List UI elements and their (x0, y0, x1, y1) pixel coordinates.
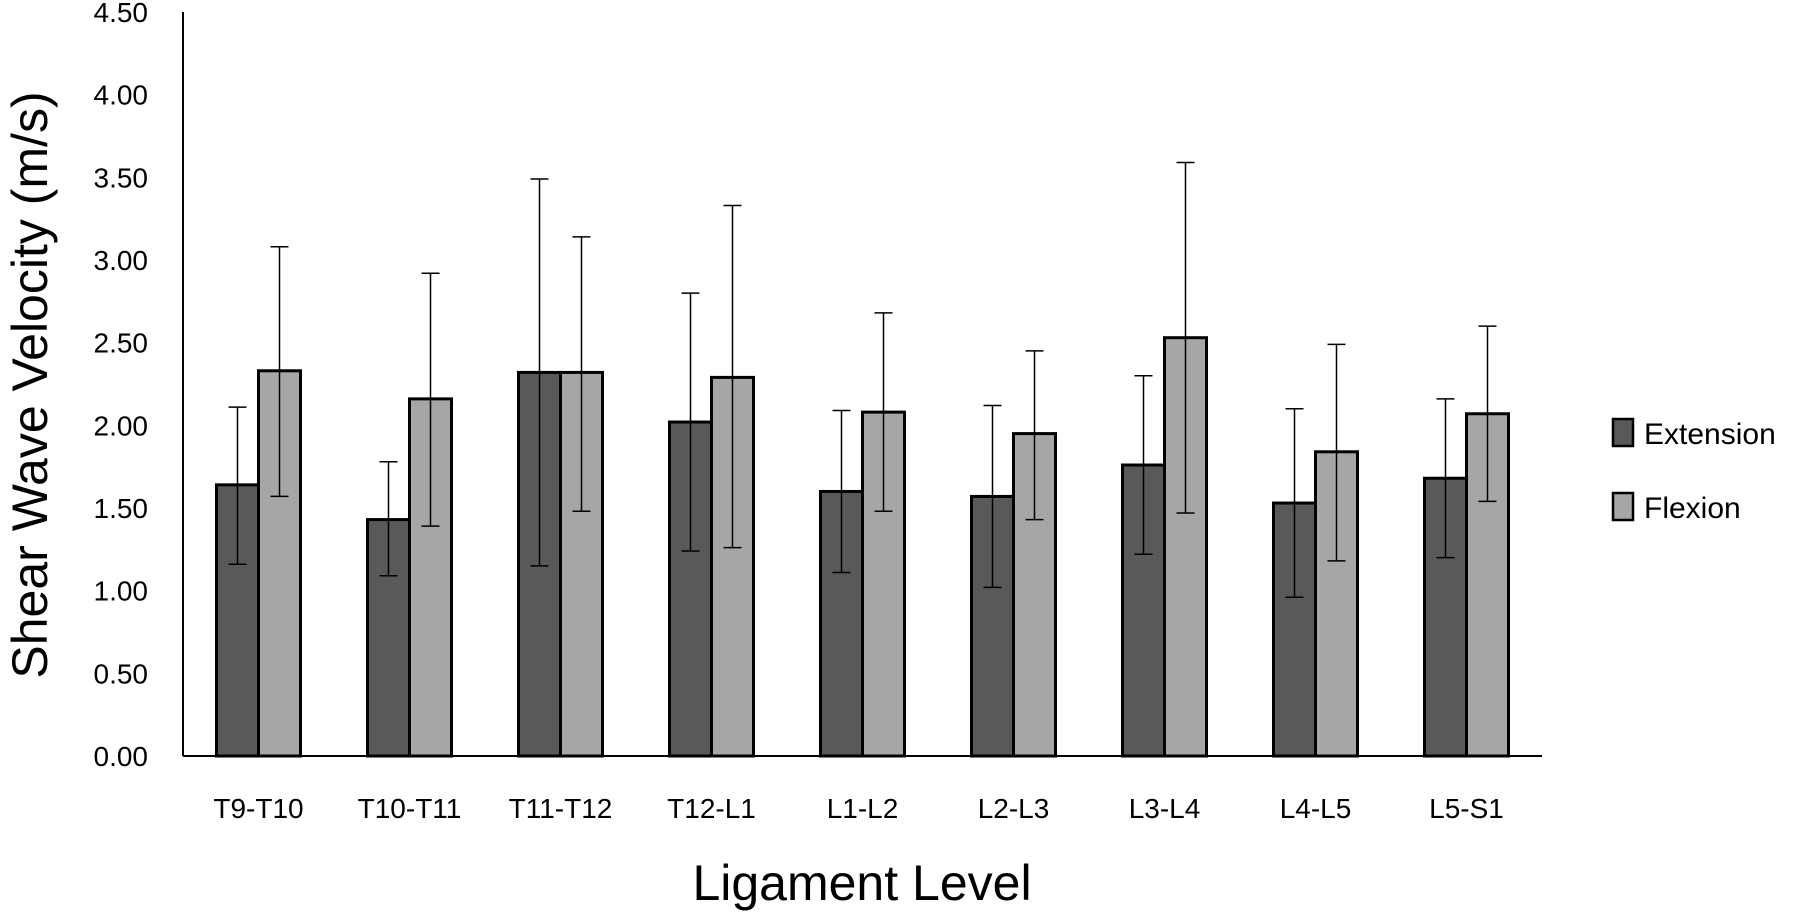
x-tick-label: T9-T10 (213, 793, 303, 824)
x-tick-label: T10-T11 (358, 793, 462, 824)
legend-swatch-extension (1611, 417, 1635, 448)
legend-swatch-flexion (1611, 491, 1635, 522)
x-tick-label: L1-L2 (827, 793, 899, 824)
y-tick-label: 0.00 (94, 741, 149, 772)
x-tick-label: T12-L1 (667, 793, 756, 824)
y-axis-title: Shear Wave Velocity (m/s) (2, 91, 58, 678)
y-tick-label: 1.00 (94, 576, 149, 607)
y-tick-label: 1.50 (94, 493, 149, 524)
legend-label-flexion: Flexion (1644, 492, 1741, 525)
y-tick-label: 3.00 (94, 245, 149, 276)
y-tick-label: 2.50 (94, 328, 149, 359)
y-tick-label: 4.00 (94, 80, 149, 111)
legend-label-extension: Extension (1644, 418, 1776, 451)
x-tick-label: T11-T12 (509, 793, 613, 824)
y-tick-label: 3.50 (94, 162, 149, 193)
x-tick-label: L5-S1 (1429, 793, 1504, 824)
y-tick-label: 0.50 (94, 658, 149, 689)
x-axis-title: Ligament Level (692, 855, 1031, 911)
x-tick-label: L3-L4 (1129, 793, 1201, 824)
legend: Extension Flexion (1611, 417, 1776, 525)
y-tick-label: 2.00 (94, 410, 149, 441)
plot-area: 0.00 0.50 1.00 1.50 2.00 2.50 3.00 3.50 4.00 4.50… (94, 0, 1542, 824)
x-tick-label: L2-L3 (978, 793, 1050, 824)
y-tick-label: 4.50 (94, 0, 149, 28)
x-tick-label: L4-L5 (1280, 793, 1352, 824)
